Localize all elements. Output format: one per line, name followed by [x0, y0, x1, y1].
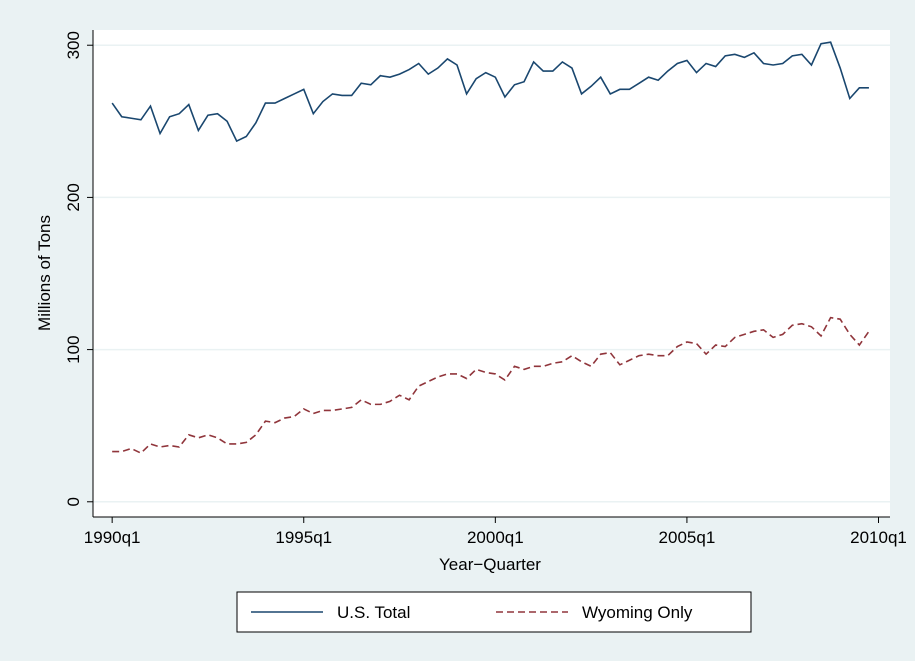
- legend-label: Wyoming Only: [582, 603, 693, 622]
- y-tick-label: 200: [64, 183, 83, 211]
- y-axis-title: Millions of Tons: [35, 215, 54, 331]
- plot-area: [93, 30, 890, 517]
- x-tick-label: 2010q1: [850, 528, 907, 547]
- series-line: [112, 316, 870, 455]
- y-tick-label: 0: [64, 497, 83, 506]
- x-tick-label: 1995q1: [275, 528, 332, 547]
- series-line: [111, 41, 869, 143]
- y-tick-label: 300: [64, 31, 83, 59]
- x-tick-label: 2005q1: [659, 528, 716, 547]
- legend-label: U.S. Total: [337, 603, 410, 622]
- x-tick-label: 1990q1: [84, 528, 141, 547]
- x-axis-title: Year−Quarter: [439, 555, 541, 574]
- y-tick-label: 100: [64, 335, 83, 363]
- x-tick-label: 2000q1: [467, 528, 524, 547]
